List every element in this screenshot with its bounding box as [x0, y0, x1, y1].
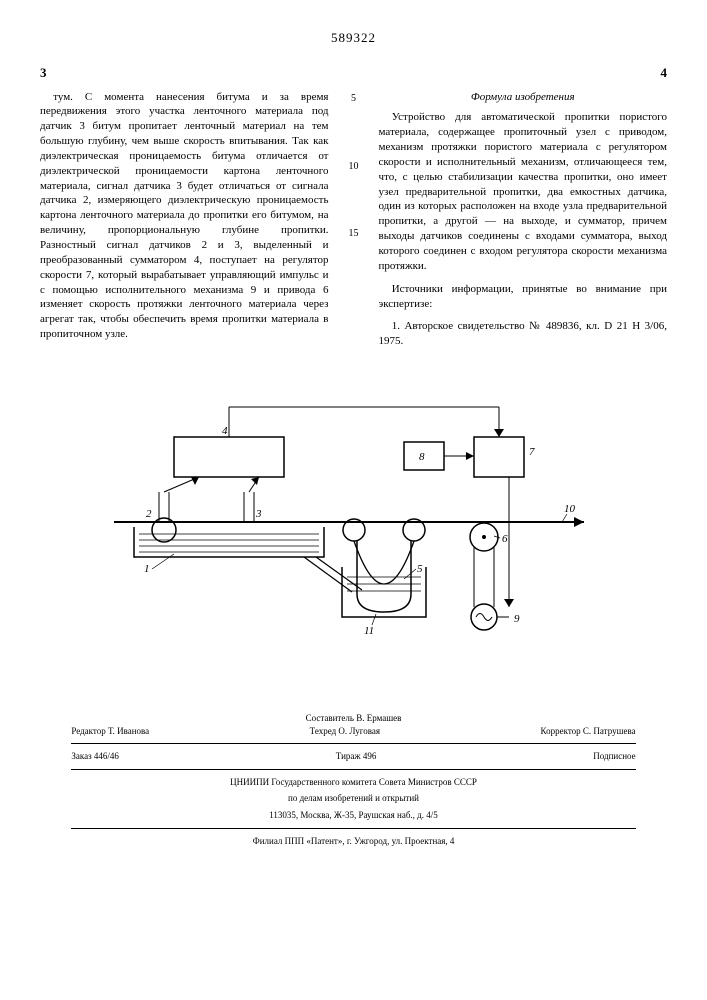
label-4: 4	[222, 425, 228, 437]
addr1: 113035, Москва, Ж-35, Раушская наб., д. …	[40, 809, 667, 822]
tirazh: Тираж 496	[336, 750, 377, 763]
right-column: 4 Формула изобретения Устройство для авт…	[379, 64, 668, 357]
patent-number: 589322	[40, 30, 667, 46]
page-num-left: 3	[40, 64, 329, 82]
label-10: 10	[564, 503, 576, 515]
line-num: 15	[347, 227, 361, 241]
techred: Техред О. Луговая	[310, 725, 380, 738]
left-column: 3 тум. С момента нанесения битума и за в…	[40, 64, 329, 357]
label-2: 2	[146, 508, 152, 520]
order: Заказ 446/46	[71, 750, 119, 763]
label-5: 5	[417, 563, 423, 575]
label-11: 11	[364, 625, 374, 637]
subscription: Подписное	[593, 750, 635, 763]
corrector: Корректор С. Патрушева	[541, 725, 636, 738]
left-paragraph: тум. С момента нанесения битума и за вре…	[40, 90, 329, 342]
line-num: 10	[347, 160, 361, 174]
compiler: Составитель В. Ермашев	[40, 712, 667, 725]
line-num: 5	[347, 92, 361, 106]
footer: Составитель В. Ермашев Редактор Т. Ивано…	[40, 712, 667, 847]
text-columns: 3 тум. С момента нанесения битума и за в…	[40, 64, 667, 357]
editor: Редактор Т. Иванова	[71, 725, 149, 738]
formula-title: Формула изобретения	[379, 90, 668, 105]
line-numbers: 5 10 15	[347, 64, 361, 357]
org1: ЦНИИПИ Государственного комитета Совета …	[40, 776, 667, 789]
page-num-right: 4	[379, 64, 668, 82]
sources-title: Источники информации, принятые во вниман…	[379, 282, 668, 312]
label-6: 6	[502, 533, 508, 545]
divider	[71, 743, 635, 744]
diagram-container: 2 3 4 1	[40, 382, 667, 652]
right-paragraph-1: Устройство для автоматической пропитки п…	[379, 110, 668, 273]
label-9: 9	[514, 613, 520, 625]
label-7: 7	[529, 446, 535, 458]
addr2: Филиал ППП «Патент», г. Ужгород, ул. Про…	[40, 835, 667, 848]
label-1: 1	[144, 563, 150, 575]
label-8: 8	[419, 451, 425, 463]
divider	[71, 828, 635, 829]
source-1: 1. Авторское свидетельство № 489836, кл.…	[379, 319, 668, 349]
label-3: 3	[255, 508, 262, 520]
divider	[71, 769, 635, 770]
org2: по делам изобретений и открытий	[40, 792, 667, 805]
schematic-diagram: 2 3 4 1	[104, 382, 604, 652]
